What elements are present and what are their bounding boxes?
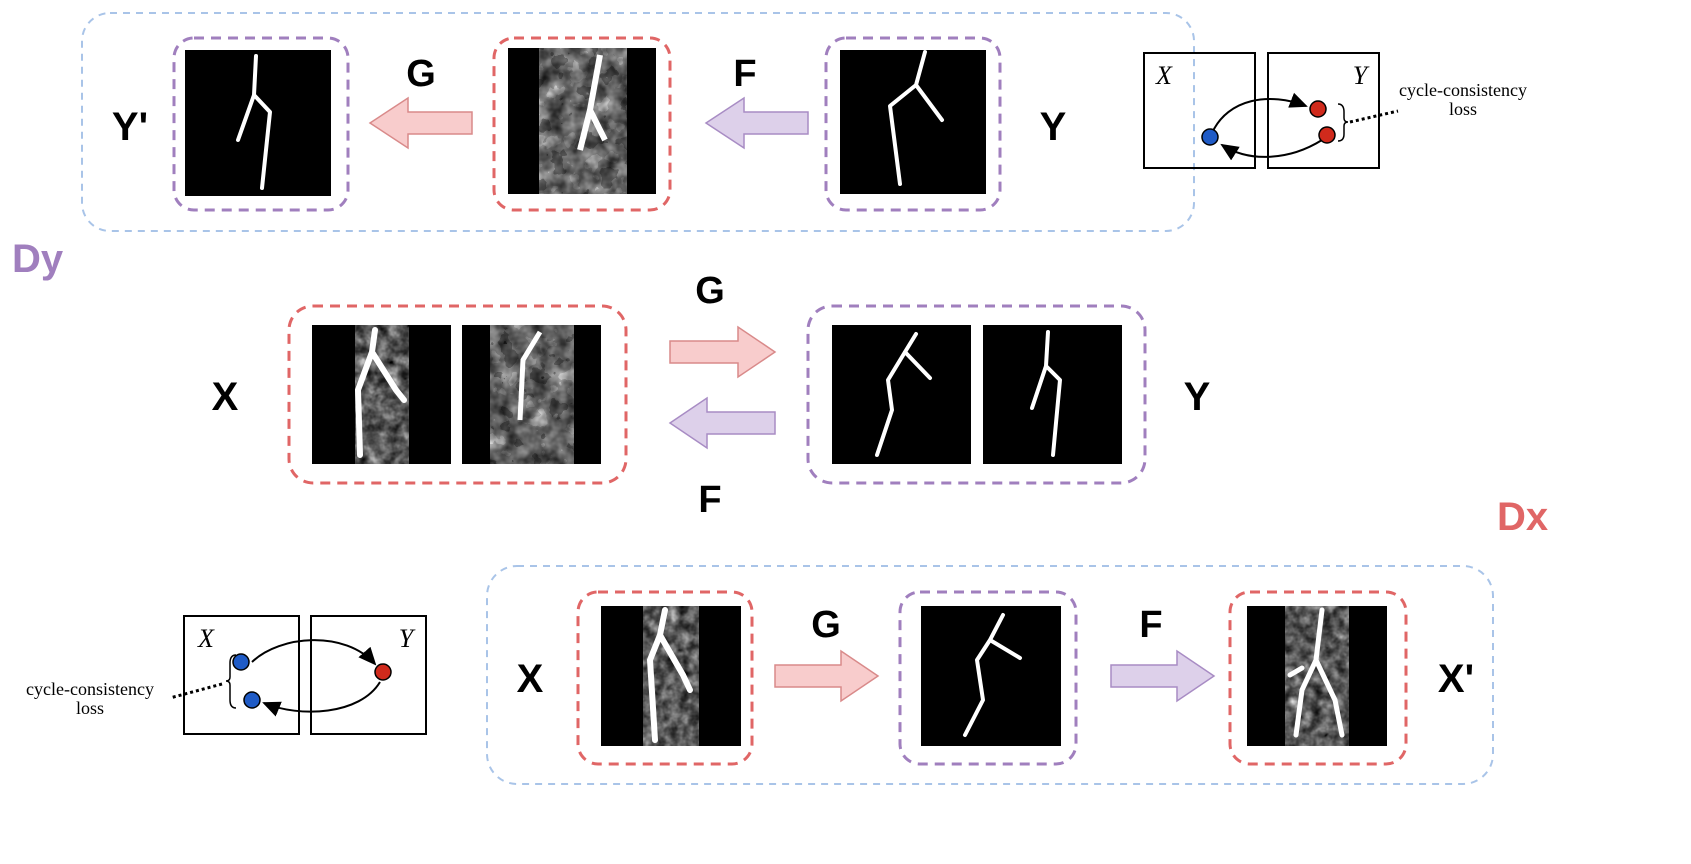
x-label-bottom: X [517, 657, 544, 701]
vessel-mask-image [840, 50, 986, 194]
blue-dot [232, 653, 250, 671]
x-frame-bottom [576, 590, 754, 766]
blue-dot [1201, 128, 1219, 146]
cycle-consistency-inset-bottom: X Y cycle-consistency loss [26, 615, 427, 735]
cycle-consistency-inset-top: X Y cycle-consistency loss [1143, 52, 1527, 169]
blue-dot [243, 691, 261, 709]
arrow-right-icon [669, 325, 777, 379]
top-cycle-panel [81, 12, 1195, 232]
loss-label-line2: loss [1449, 99, 1477, 119]
red-dot [1309, 100, 1327, 118]
inset-y-label: Y [399, 624, 416, 653]
y-prime-frame [172, 36, 350, 212]
vessel-angiogram-image [508, 48, 656, 194]
g-label-top: G [406, 53, 436, 95]
y-domain-frame [806, 304, 1147, 485]
vessel-angiogram-image [1247, 606, 1387, 746]
y-label-middle: Y [1184, 375, 1211, 419]
inset-y-label: Y [1353, 61, 1370, 90]
vessel-mask-image [832, 325, 971, 464]
vessel-mask-image [983, 325, 1122, 464]
y-frame-bottom [898, 590, 1078, 766]
vessel-mask-image [921, 606, 1061, 746]
x-prime-label-bottom: X' [1438, 657, 1474, 701]
y-label-top: Y [1040, 105, 1067, 149]
f-label-top: F [733, 53, 756, 95]
loss-label-line1: cycle-consistency [26, 679, 154, 699]
y-prime-label-top: Y' [112, 105, 148, 149]
red-dot [374, 663, 392, 681]
arrow-left-icon [704, 96, 809, 150]
dx-label: Dx [1497, 495, 1548, 539]
f-label-bottom: F [1139, 604, 1162, 646]
loss-label-line2: loss [76, 698, 104, 718]
red-dot [1318, 126, 1336, 144]
f-label-middle: F [698, 479, 721, 521]
arrow-left-icon [368, 96, 473, 150]
x-prime-frame [1228, 590, 1408, 766]
vessel-angiogram-image [601, 606, 741, 746]
arrow-right-icon [1110, 649, 1216, 703]
x-domain-frame [287, 304, 628, 485]
x-label-middle: X [212, 375, 239, 419]
arrow-right-icon [774, 649, 880, 703]
arrow-left-icon [668, 396, 776, 450]
generated-x-frame [492, 36, 672, 212]
g-label-middle: G [695, 270, 725, 312]
y-frame-top [824, 36, 1002, 212]
dy-label: Dy [12, 237, 64, 281]
vessel-mask-image [185, 50, 331, 196]
g-label-bottom: G [811, 604, 841, 646]
vessel-angiogram-image [312, 325, 451, 464]
loss-label-line1: cycle-consistency [1399, 80, 1527, 100]
vessel-angiogram-image [462, 325, 601, 464]
bottom-cycle-panel [486, 565, 1494, 785]
inset-x-label: X [197, 624, 215, 653]
inset-x-label: X [1155, 61, 1173, 90]
